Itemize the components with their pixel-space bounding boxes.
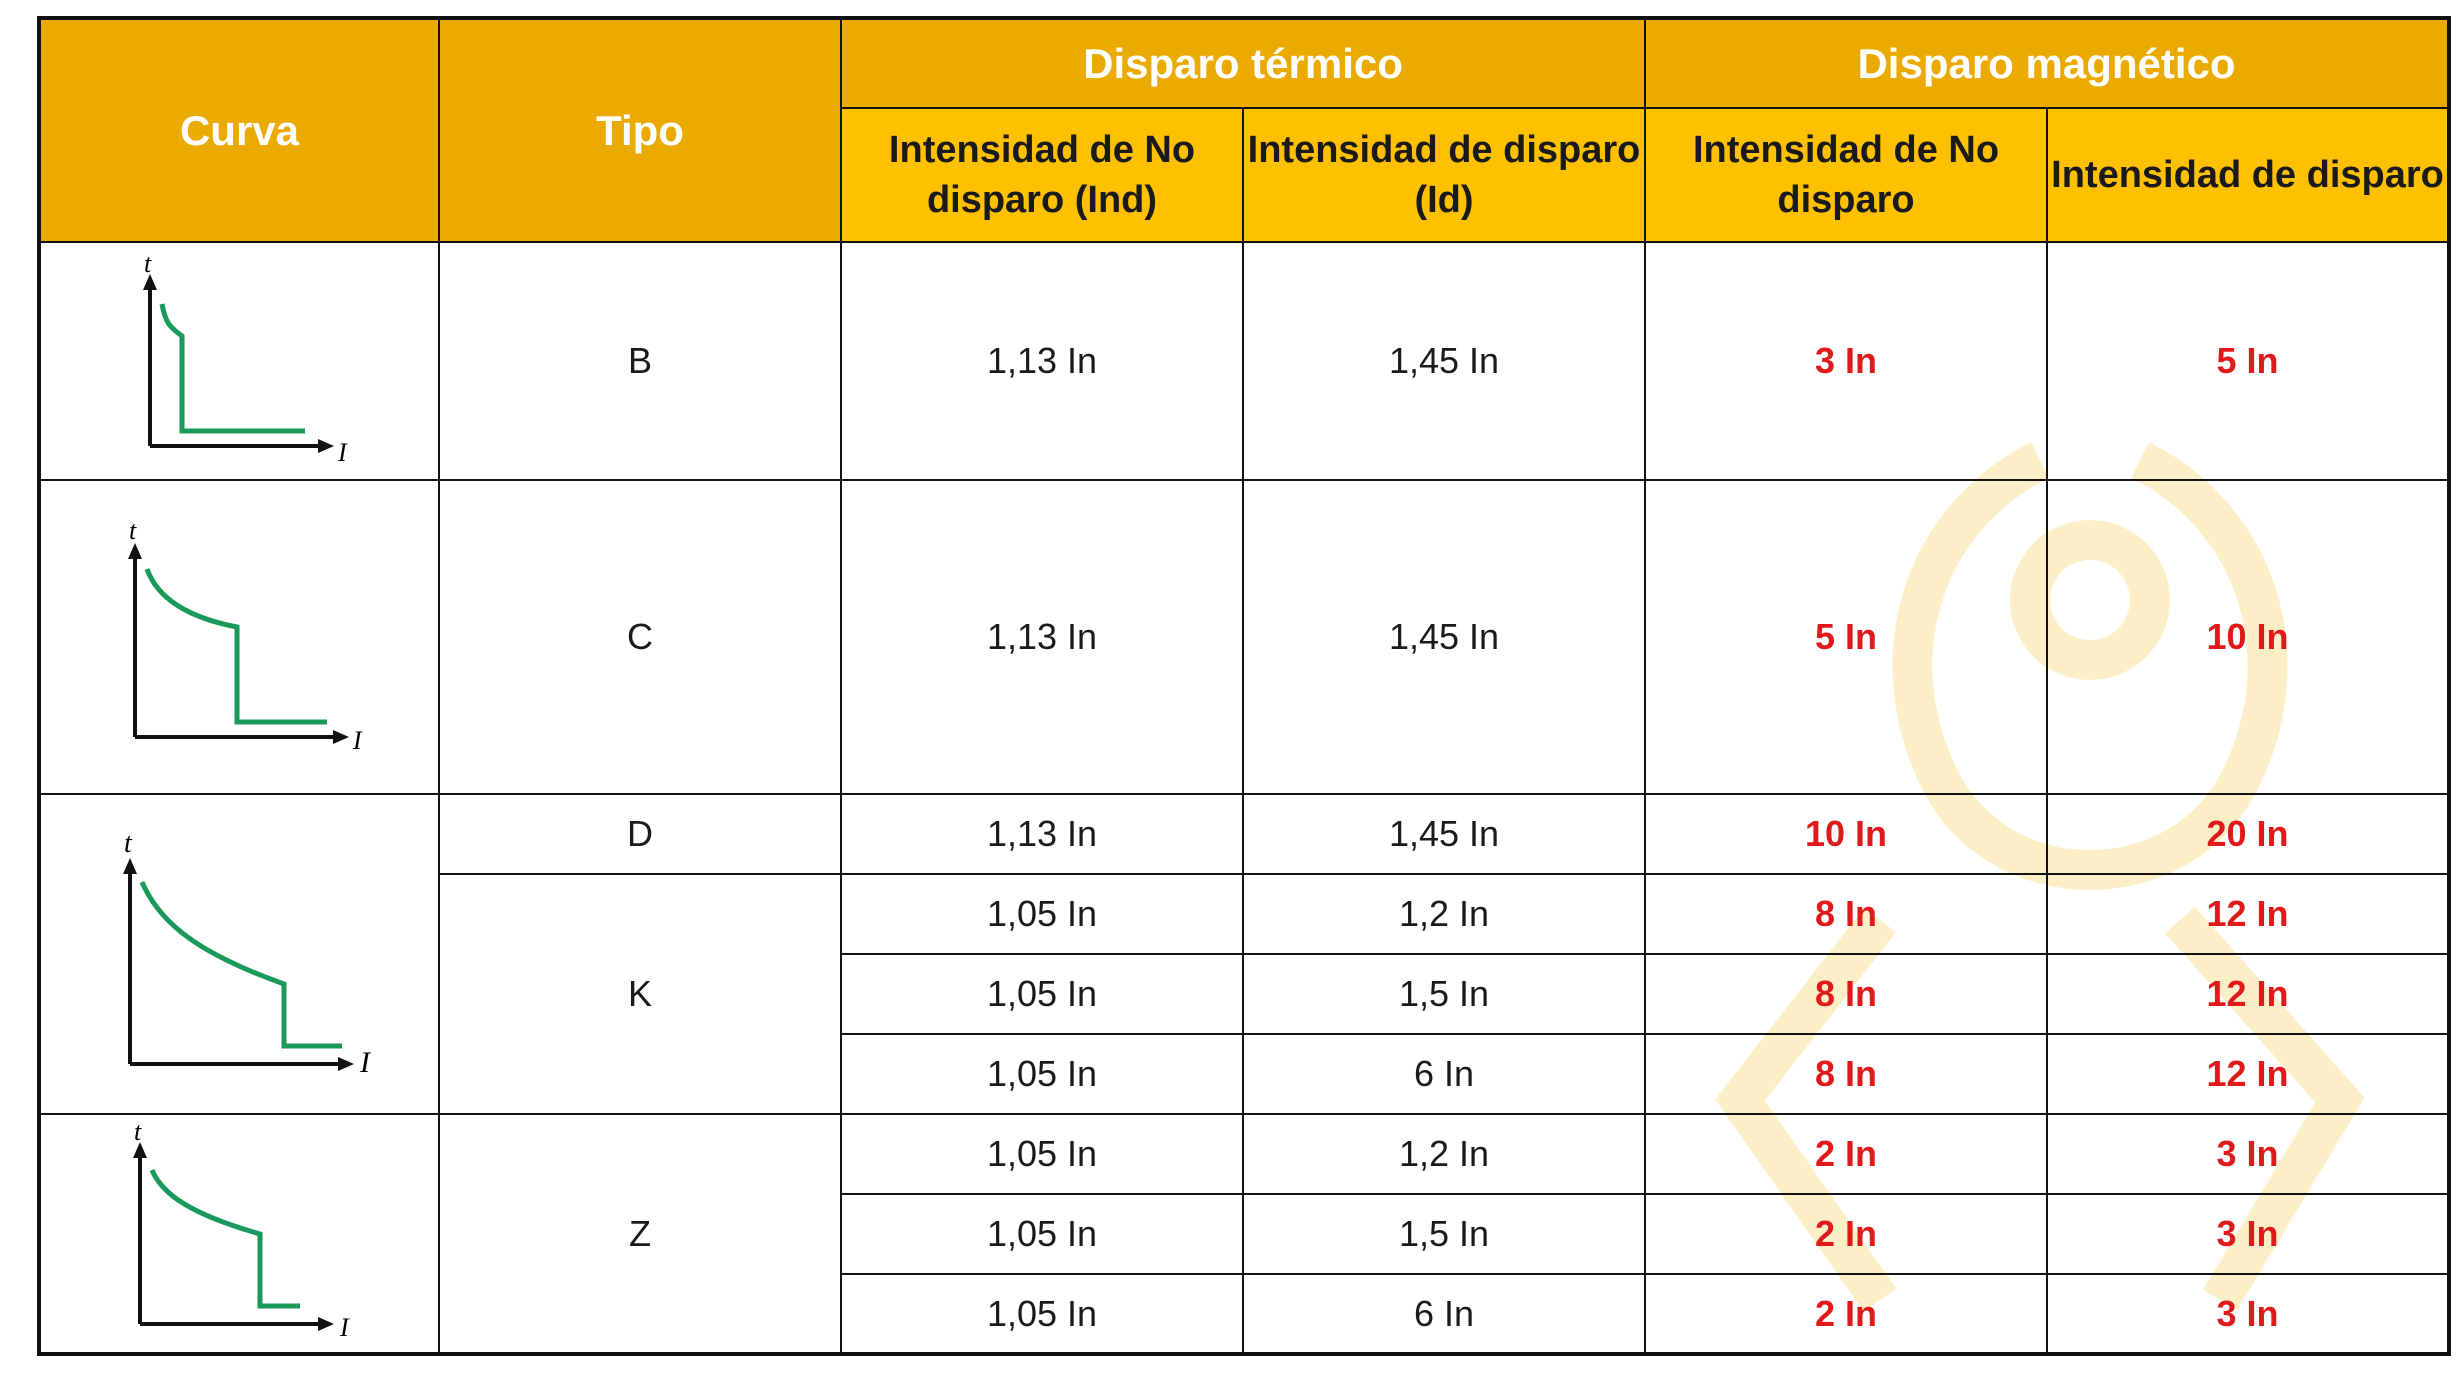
table-row: 1,05 In 6 In 2 In 3 In xyxy=(39,1273,2451,1355)
magnetico-no-disparo-k1: 8 In xyxy=(1644,873,2049,955)
tipo-d: D xyxy=(438,793,842,875)
magnetico-disparo-k1: 12 In xyxy=(2046,873,2451,955)
termico-no-disparo-z2: 1,05 In xyxy=(840,1193,1244,1275)
magnetico-no-disparo-k3: 8 In xyxy=(1644,1033,2049,1115)
curve-b-cell: t I xyxy=(38,241,440,481)
magnetico-disparo-k2: 12 In xyxy=(2046,953,2451,1035)
termico-no-disparo-z3: 1,05 In xyxy=(840,1273,1244,1355)
termico-disparo-k2: 1,5 In xyxy=(1241,953,1647,1035)
curve-dk-icon: t I xyxy=(122,828,372,1079)
termico-no-disparo-b: 1,13 In xyxy=(840,241,1244,481)
table-row: t I C 1,13 In 1,45 In 5 In 10 In xyxy=(38,479,2451,795)
axis-t-label: t xyxy=(134,1124,142,1146)
header-disparo-magnetico: Disparo magnético xyxy=(1644,17,2451,109)
curve-b-icon: t I xyxy=(142,256,348,466)
termico-disparo-b: 1,45 In xyxy=(1241,241,1647,481)
header-curva: Curva xyxy=(38,17,440,243)
header-magnetico-disparo: Intensidad de disparo xyxy=(2046,107,2451,243)
magnetico-disparo-z1: 3 In xyxy=(2046,1113,2451,1195)
curve-c-cell: t I xyxy=(38,479,440,795)
axis-t-label: t xyxy=(124,828,133,859)
curve-z-cell: t I xyxy=(38,1113,440,1355)
breaker-curves-table: Curva Tipo Disparo térmico Disparo magné… xyxy=(37,16,2452,1356)
termico-disparo-k1: 1,2 In xyxy=(1241,873,1647,955)
axis-i-label: I xyxy=(352,726,363,755)
curve-c-icon: t I xyxy=(127,517,363,755)
magnetico-no-disparo-z2: 2 In xyxy=(1644,1193,2049,1275)
magnetico-disparo-z3: 3 In xyxy=(2046,1273,2451,1355)
magnetico-no-disparo-b: 3 In xyxy=(1644,241,2049,481)
termico-disparo-d: 1,45 In xyxy=(1241,793,1647,875)
magnetico-disparo-c: 10 In xyxy=(2046,479,2451,795)
magnetico-disparo-d: 20 In xyxy=(2046,793,2451,875)
termico-disparo-c: 1,45 In xyxy=(1241,479,1647,795)
header-tipo: Tipo xyxy=(438,17,842,243)
header-termico-no-disparo: Intensidad de No disparo (Ind) xyxy=(840,107,1244,243)
termico-disparo-k3: 6 In xyxy=(1241,1033,1647,1115)
axis-i-label: I xyxy=(337,438,348,466)
table-row: t I Z 1,05 In 1,2 In 2 In 3 In xyxy=(38,1113,2451,1355)
table-row: 1,05 In 1,5 In 2 In 3 In xyxy=(39,1193,2451,1275)
table-row: 1,05 In 6 In 8 In 12 In xyxy=(39,1033,2451,1115)
header-disparo-termico: Disparo térmico xyxy=(839,17,1647,109)
axis-i-label: I xyxy=(339,1313,350,1342)
termico-disparo-z1: 1,2 In xyxy=(1241,1113,1647,1195)
termico-no-disparo-k3: 1,05 In xyxy=(840,1033,1244,1115)
axis-t-label: t xyxy=(129,517,137,545)
table-row: 1,05 In 1,5 In 8 In 12 In xyxy=(39,953,2451,1035)
termico-no-disparo-k2: 1,05 In xyxy=(840,953,1244,1035)
termico-no-disparo-k1: 1,05 In xyxy=(840,873,1244,955)
magnetico-disparo-b: 5 In xyxy=(2046,241,2451,481)
curve-z-icon: t I xyxy=(132,1124,350,1342)
termico-no-disparo-z1: 1,05 In xyxy=(840,1113,1244,1195)
header-termico-disparo: Intensidad de disparo (Id) xyxy=(1241,107,1647,243)
tipo-z: Z xyxy=(438,1113,842,1355)
tipo-c: C xyxy=(438,479,842,795)
axis-i-label: I xyxy=(359,1046,372,1079)
magnetico-no-disparo-z1: 2 In xyxy=(1644,1113,2049,1195)
magnetico-no-disparo-d: 10 In xyxy=(1644,793,2049,875)
termico-disparo-z2: 1,5 In xyxy=(1241,1193,1647,1275)
magnetico-disparo-k3: 12 In xyxy=(2046,1033,2451,1115)
table-row: t I D 1,13 In 1,45 In 10 In 20 In xyxy=(38,793,2451,1115)
tipo-b: B xyxy=(438,241,842,481)
table-row: K 1,05 In 1,2 In 8 In 12 In xyxy=(39,873,2451,1115)
magnetico-no-disparo-z3: 2 In xyxy=(1644,1273,2049,1355)
magnetico-disparo-z2: 3 In xyxy=(2046,1193,2451,1275)
termico-disparo-z3: 6 In xyxy=(1241,1273,1647,1355)
magnetico-no-disparo-k2: 8 In xyxy=(1644,953,2049,1035)
tipo-k: K xyxy=(438,873,842,1115)
axis-t-label: t xyxy=(144,256,152,278)
termico-no-disparo-d: 1,13 In xyxy=(840,793,1244,875)
table-row: t I B 1,13 In 1,45 In 3 In 5 In xyxy=(38,241,2451,481)
termico-no-disparo-c: 1,13 In xyxy=(840,479,1244,795)
header-magnetico-no-disparo: Intensidad de No disparo xyxy=(1644,107,2049,243)
curve-dk-cell: t I xyxy=(38,793,440,1115)
magnetico-no-disparo-c: 5 In xyxy=(1644,479,2049,795)
